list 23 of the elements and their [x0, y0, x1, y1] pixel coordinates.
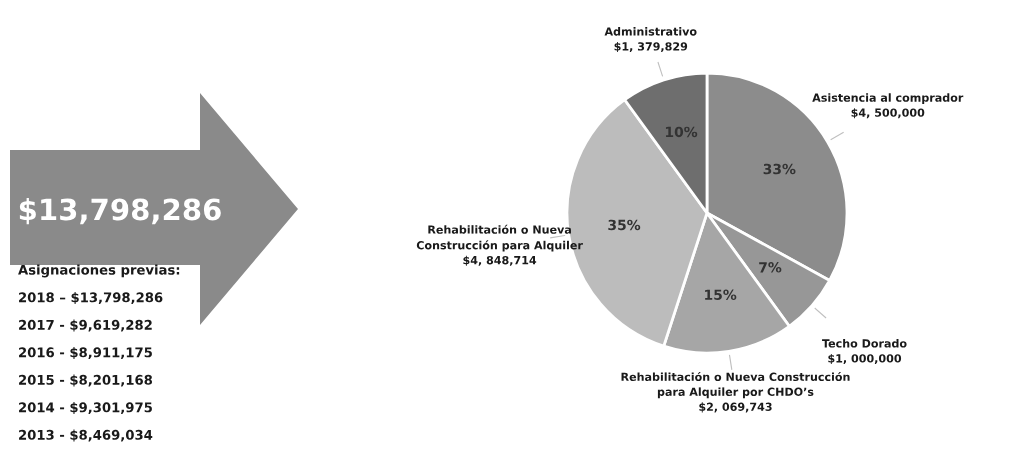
- text: Asignaciones previas:: [18, 264, 180, 278]
- text: 2016 - $8,911,175: [19, 347, 152, 360]
- text: $4, 500,000: [851, 108, 925, 119]
- slice-label: Asistencia al comprador: [812, 93, 964, 104]
- slice-label: Administrativo: [604, 27, 697, 36]
- text: 2013 - $8,469,034: [19, 429, 153, 442]
- data-label: 35%: [608, 219, 641, 231]
- text: 2017 - $9,619,282: [19, 319, 152, 332]
- data-label: 33%: [763, 163, 796, 175]
- text: 2018 – $13,798,286: [19, 292, 163, 305]
- slice-label: Rehabilitación o Nueva Construcción para Alquiler: [416, 224, 583, 252]
- data-label: 7%: [759, 262, 782, 273]
- data-label: 10%: [665, 126, 698, 138]
- text: $4, 848,714: [463, 255, 537, 266]
- text: $1, 379,829: [614, 42, 688, 53]
- text: $2, 069,743: [699, 402, 772, 413]
- text: $1, 000,000: [828, 353, 902, 365]
- slice-label: Rehabilitación o Nueva Construcción para Alquiler por CHDO’s: [621, 371, 850, 399]
- text: $13,798,286: [19, 197, 221, 225]
- data-label: 15%: [705, 289, 737, 300]
- text: 2014 - $9,301,975: [19, 402, 152, 415]
- text: 2015 - $8,201,168: [19, 374, 153, 387]
- slice-label: Techo Dorado: [822, 339, 907, 348]
